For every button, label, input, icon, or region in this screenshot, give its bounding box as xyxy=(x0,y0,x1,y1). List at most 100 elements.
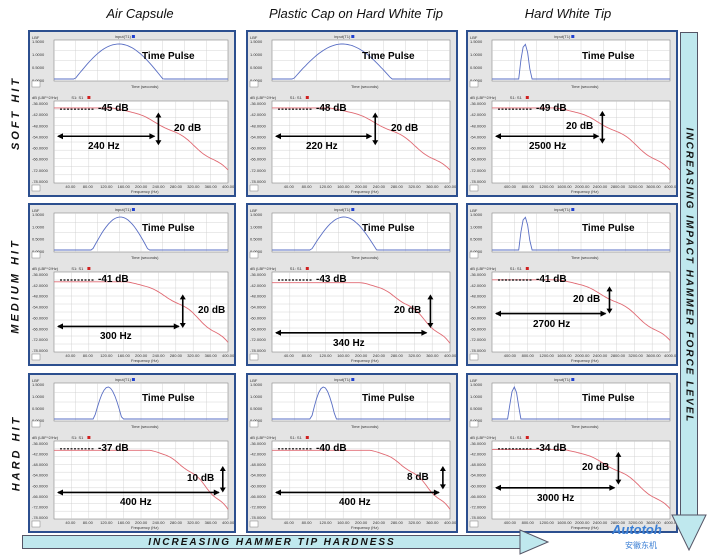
lin-button xyxy=(31,251,41,259)
x-tick-label: 200.00 xyxy=(135,184,148,189)
arrowhead xyxy=(600,310,607,317)
x-tick-label: 1200.00 xyxy=(539,353,554,358)
time-pulse-label: Time Pulse xyxy=(582,223,635,234)
y-tick-label: -72.0000 xyxy=(470,504,487,509)
y-tick-label: -36.0000 xyxy=(32,441,49,446)
y-tick-label: -48.0000 xyxy=(250,294,267,299)
x-tick-label: 40.00 xyxy=(65,184,76,189)
time-pulse-label: Time Pulse xyxy=(362,223,415,234)
y-tick-label: 1.0000 xyxy=(250,52,263,57)
lin-button xyxy=(31,184,41,192)
y-tick-label: 0.5000 xyxy=(470,237,483,242)
x-tick-label: 800.00 xyxy=(522,353,535,358)
x-tick-label: 120.00 xyxy=(319,353,332,358)
x-tick-label: 2400.00 xyxy=(593,353,608,358)
pulse-curve xyxy=(54,386,228,420)
x-tick-label: 40.00 xyxy=(65,353,76,358)
arrowhead xyxy=(155,112,162,118)
x-tick-label: 3200.00 xyxy=(628,520,643,525)
x-tick-label: 280.00 xyxy=(170,520,183,525)
channel-label: input(T1) xyxy=(554,207,571,212)
lin-button xyxy=(31,80,41,88)
arrowhead xyxy=(149,133,156,140)
arrowhead xyxy=(609,484,616,491)
y-tick-label: -72.0000 xyxy=(32,168,49,173)
y-tick-label: 1.0000 xyxy=(250,224,263,229)
x-axis-label: Frequency (Hz) xyxy=(131,358,159,363)
pulse-curve xyxy=(272,386,450,420)
arrowhead xyxy=(606,308,613,314)
peak-level-label: -34 dB xyxy=(536,442,567,454)
x-tick-label: 240.00 xyxy=(373,184,386,189)
arrowhead xyxy=(427,323,434,328)
arrowhead xyxy=(615,479,622,485)
lin-button xyxy=(469,184,479,192)
channel-marker xyxy=(305,436,309,439)
y-tick-label: 0.0000 xyxy=(470,78,483,83)
lin-button xyxy=(249,520,259,528)
arrowhead xyxy=(433,489,440,496)
y-tick-label: -66.0000 xyxy=(250,157,267,162)
y-unit-label: dB (LBF^2/Hz) xyxy=(470,266,497,271)
y-tick-label: -54.0000 xyxy=(32,134,49,139)
arrowhead xyxy=(606,286,613,292)
y-tick-label: 1.5000 xyxy=(32,382,45,387)
drop-label: 20 dB xyxy=(582,462,610,473)
x-tick-label: 80.00 xyxy=(83,353,94,358)
column-title-plastic-cap: Plastic Cap on Hard White Tip xyxy=(268,6,443,21)
x-tick-label: 80.00 xyxy=(302,184,313,189)
arrowhead xyxy=(495,133,501,140)
y-tick-label: -78.0000 xyxy=(250,179,267,184)
channel-label: input(T1) xyxy=(115,207,132,212)
drop-label: 20 dB xyxy=(174,123,202,134)
y-tick-label: -36.0000 xyxy=(250,272,267,277)
y-tick-label: -36.0000 xyxy=(250,101,267,106)
peak-level-label: -48 dB xyxy=(316,103,347,115)
x-tick-label: 80.00 xyxy=(302,353,313,358)
spectrum-curve xyxy=(492,107,671,171)
x-tick-label: 2400.00 xyxy=(593,184,608,189)
x-axis-label: Time (seconds) xyxy=(571,424,599,429)
x-tick-label: 160.00 xyxy=(118,353,131,358)
x-tick-label: 120.00 xyxy=(100,520,113,525)
y-tick-label: -36.0000 xyxy=(470,272,487,277)
y-tick-label: 1.0000 xyxy=(32,52,45,57)
measurement-cell: input(T1) LBF 1.5000 1.0000 0.5000 0.0000 Time… xyxy=(466,30,678,197)
arrowhead xyxy=(173,323,180,330)
y-tick-label: 0.5000 xyxy=(250,65,263,70)
y-tick-label: -48.0000 xyxy=(470,123,487,128)
arrowhead xyxy=(599,110,606,116)
y-tick-label: 0.0000 xyxy=(470,249,483,254)
peak-level-label: -43 dB xyxy=(316,274,347,285)
y-tick-label: 0.5000 xyxy=(32,406,45,411)
logo-subtitle: 安徽东机 xyxy=(625,541,657,550)
arrowhead xyxy=(372,112,379,118)
x-tick-label: 200.00 xyxy=(135,520,148,525)
y-unit-label: dB (LBF^2/Hz) xyxy=(32,95,59,100)
y-tick-label: -72.0000 xyxy=(32,337,49,342)
channel-label: input(T1) xyxy=(334,377,351,382)
channel-marker xyxy=(131,208,135,211)
x-axis-label: Time (seconds) xyxy=(351,255,379,260)
channel-marker xyxy=(87,436,91,439)
x-tick-label: 280.00 xyxy=(391,520,404,525)
lin-button xyxy=(249,251,259,259)
horizontal-arrowhead xyxy=(519,529,550,555)
channel-marker xyxy=(351,378,355,381)
y-tick-label: -78.0000 xyxy=(470,348,487,353)
y-tick-label: 1.0000 xyxy=(470,224,483,229)
y-tick-label: -60.0000 xyxy=(470,146,487,151)
channel-label: S1: S1 xyxy=(71,95,84,100)
x-tick-label: 800.00 xyxy=(522,520,535,525)
bandwidth-label: 340 Hz xyxy=(333,338,365,349)
y-tick-label: -72.0000 xyxy=(470,337,487,342)
x-tick-label: 360.00 xyxy=(426,184,439,189)
x-tick-label: 160.00 xyxy=(337,520,350,525)
y-tick-label: -78.0000 xyxy=(250,348,267,353)
x-axis-label: Frequency (Hz) xyxy=(571,358,599,363)
arrowhead xyxy=(275,489,281,496)
y-tick-label: -78.0000 xyxy=(32,515,49,520)
